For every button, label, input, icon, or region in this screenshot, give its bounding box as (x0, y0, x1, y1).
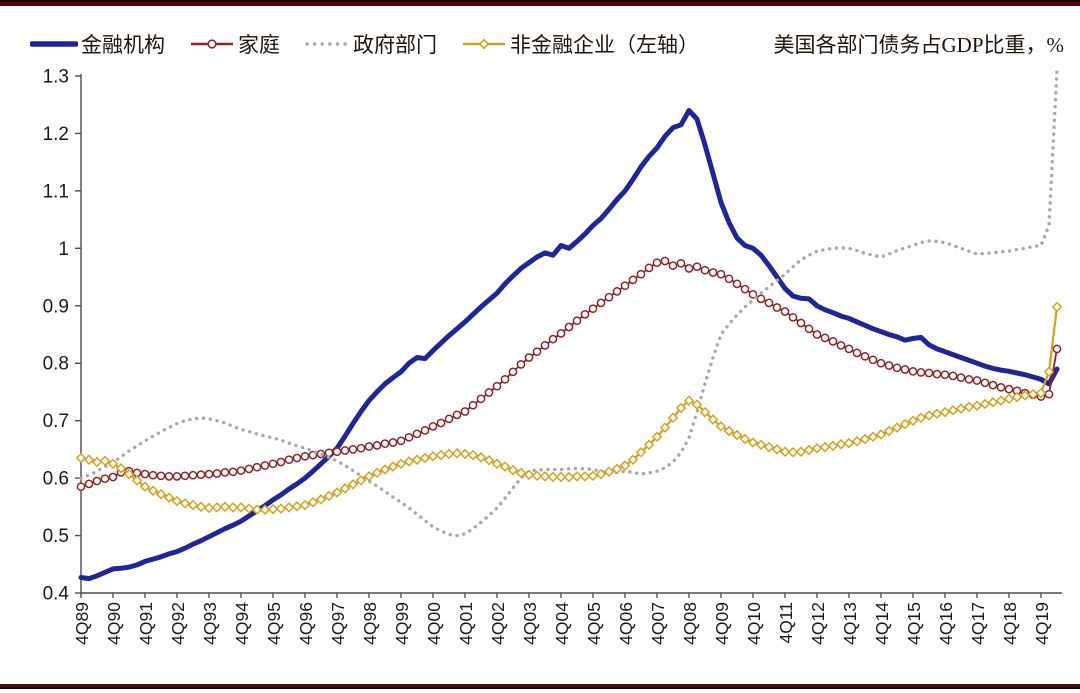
svg-text:4Q14: 4Q14 (872, 602, 892, 645)
svg-text:4Q01: 4Q01 (456, 602, 476, 645)
svg-text:0.8: 0.8 (43, 354, 69, 375)
svg-text:4Q08: 4Q08 (680, 602, 700, 645)
household-line-icon (191, 39, 233, 49)
legend: 金融机构 家庭 政府部门 非金融企业（左轴） 美国各部门债务占GDP比重，% (30, 29, 1064, 59)
svg-text:4Q15: 4Q15 (904, 602, 924, 645)
svg-text:4Q98: 4Q98 (360, 602, 380, 645)
svg-text:4Q13: 4Q13 (840, 602, 860, 645)
legend-item-financial-institutions: 金融机构 (30, 29, 165, 59)
svg-text:4Q00: 4Q00 (424, 602, 444, 645)
bottom-border-rule (0, 684, 1080, 689)
svg-text:4Q18: 4Q18 (1000, 602, 1020, 645)
svg-text:0.4: 0.4 (43, 584, 70, 605)
svg-text:4Q10: 4Q10 (744, 602, 764, 645)
svg-text:1.2: 1.2 (43, 124, 69, 145)
legend-label-nonfinancial-enterprises: 非金融企业（左轴） (510, 33, 699, 57)
government-dotted-line-icon (305, 42, 350, 46)
svg-text:4Q07: 4Q07 (648, 602, 668, 645)
chart-title: 美国各部门债务占GDP比重，% (773, 33, 1064, 57)
svg-text:0.9: 0.9 (43, 296, 69, 317)
svg-text:4Q17: 4Q17 (968, 602, 988, 645)
svg-text:4Q11: 4Q11 (776, 602, 796, 644)
svg-text:0.6: 0.6 (43, 469, 69, 490)
svg-text:4Q09: 4Q09 (712, 602, 732, 645)
svg-text:4Q96: 4Q96 (296, 602, 316, 645)
svg-text:4Q03: 4Q03 (520, 602, 540, 645)
top-border-rule (0, 0, 1080, 6)
svg-text:4Q04: 4Q04 (552, 602, 572, 645)
legend-label-financial-institutions: 金融机构 (81, 33, 165, 57)
svg-text:4Q06: 4Q06 (616, 602, 636, 645)
svg-text:4Q16: 4Q16 (936, 602, 956, 645)
svg-text:4Q90: 4Q90 (104, 602, 124, 645)
svg-text:4Q92: 4Q92 (168, 602, 188, 645)
svg-text:4Q89: 4Q89 (72, 602, 92, 645)
svg-text:4Q12: 4Q12 (808, 602, 828, 645)
svg-text:4Q02: 4Q02 (488, 602, 508, 645)
svg-text:1.3: 1.3 (43, 67, 69, 88)
svg-text:4Q97: 4Q97 (328, 602, 348, 645)
svg-text:4Q91: 4Q91 (136, 602, 156, 645)
axes (75, 74, 1062, 598)
svg-text:1: 1 (58, 239, 69, 260)
svg-text:4Q05: 4Q05 (584, 602, 604, 645)
financial-institutions-line (78, 108, 1060, 582)
svg-text:0.5: 0.5 (43, 526, 69, 547)
svg-text:0.7: 0.7 (43, 411, 69, 432)
y-axis-labels: 0.4 0.5 0.6 0.7 0.8 0.9 1 1.1 1.2 1.3 (43, 67, 70, 605)
svg-text:4Q94: 4Q94 (232, 602, 252, 645)
nonfinancial-enterprises-line (75, 301, 1063, 515)
svg-text:4Q93: 4Q93 (200, 602, 220, 645)
x-axis-labels: 4Q89 4Q90 4Q91 4Q92 4Q93 4Q94 4Q95 4Q96 4Q97 4Q98… (72, 602, 1052, 645)
legend-label-government: 政府部门 (353, 33, 437, 57)
svg-text:4Q19: 4Q19 (1032, 602, 1052, 645)
svg-text:1.1: 1.1 (43, 181, 69, 202)
nonfinancial-line-icon (463, 38, 505, 50)
government-line (79, 68, 1059, 538)
financial-line-icon (30, 41, 78, 47)
households-line (76, 256, 1062, 492)
legend-item-government: 政府部门 (304, 29, 437, 59)
legend-item-households: 家庭 (189, 29, 280, 59)
legend-item-nonfinancial-enterprises: 非金融企业（左轴） (461, 29, 699, 59)
svg-text:4Q95: 4Q95 (264, 602, 284, 645)
legend-label-households: 家庭 (238, 33, 280, 57)
svg-text:4Q99: 4Q99 (392, 602, 412, 645)
